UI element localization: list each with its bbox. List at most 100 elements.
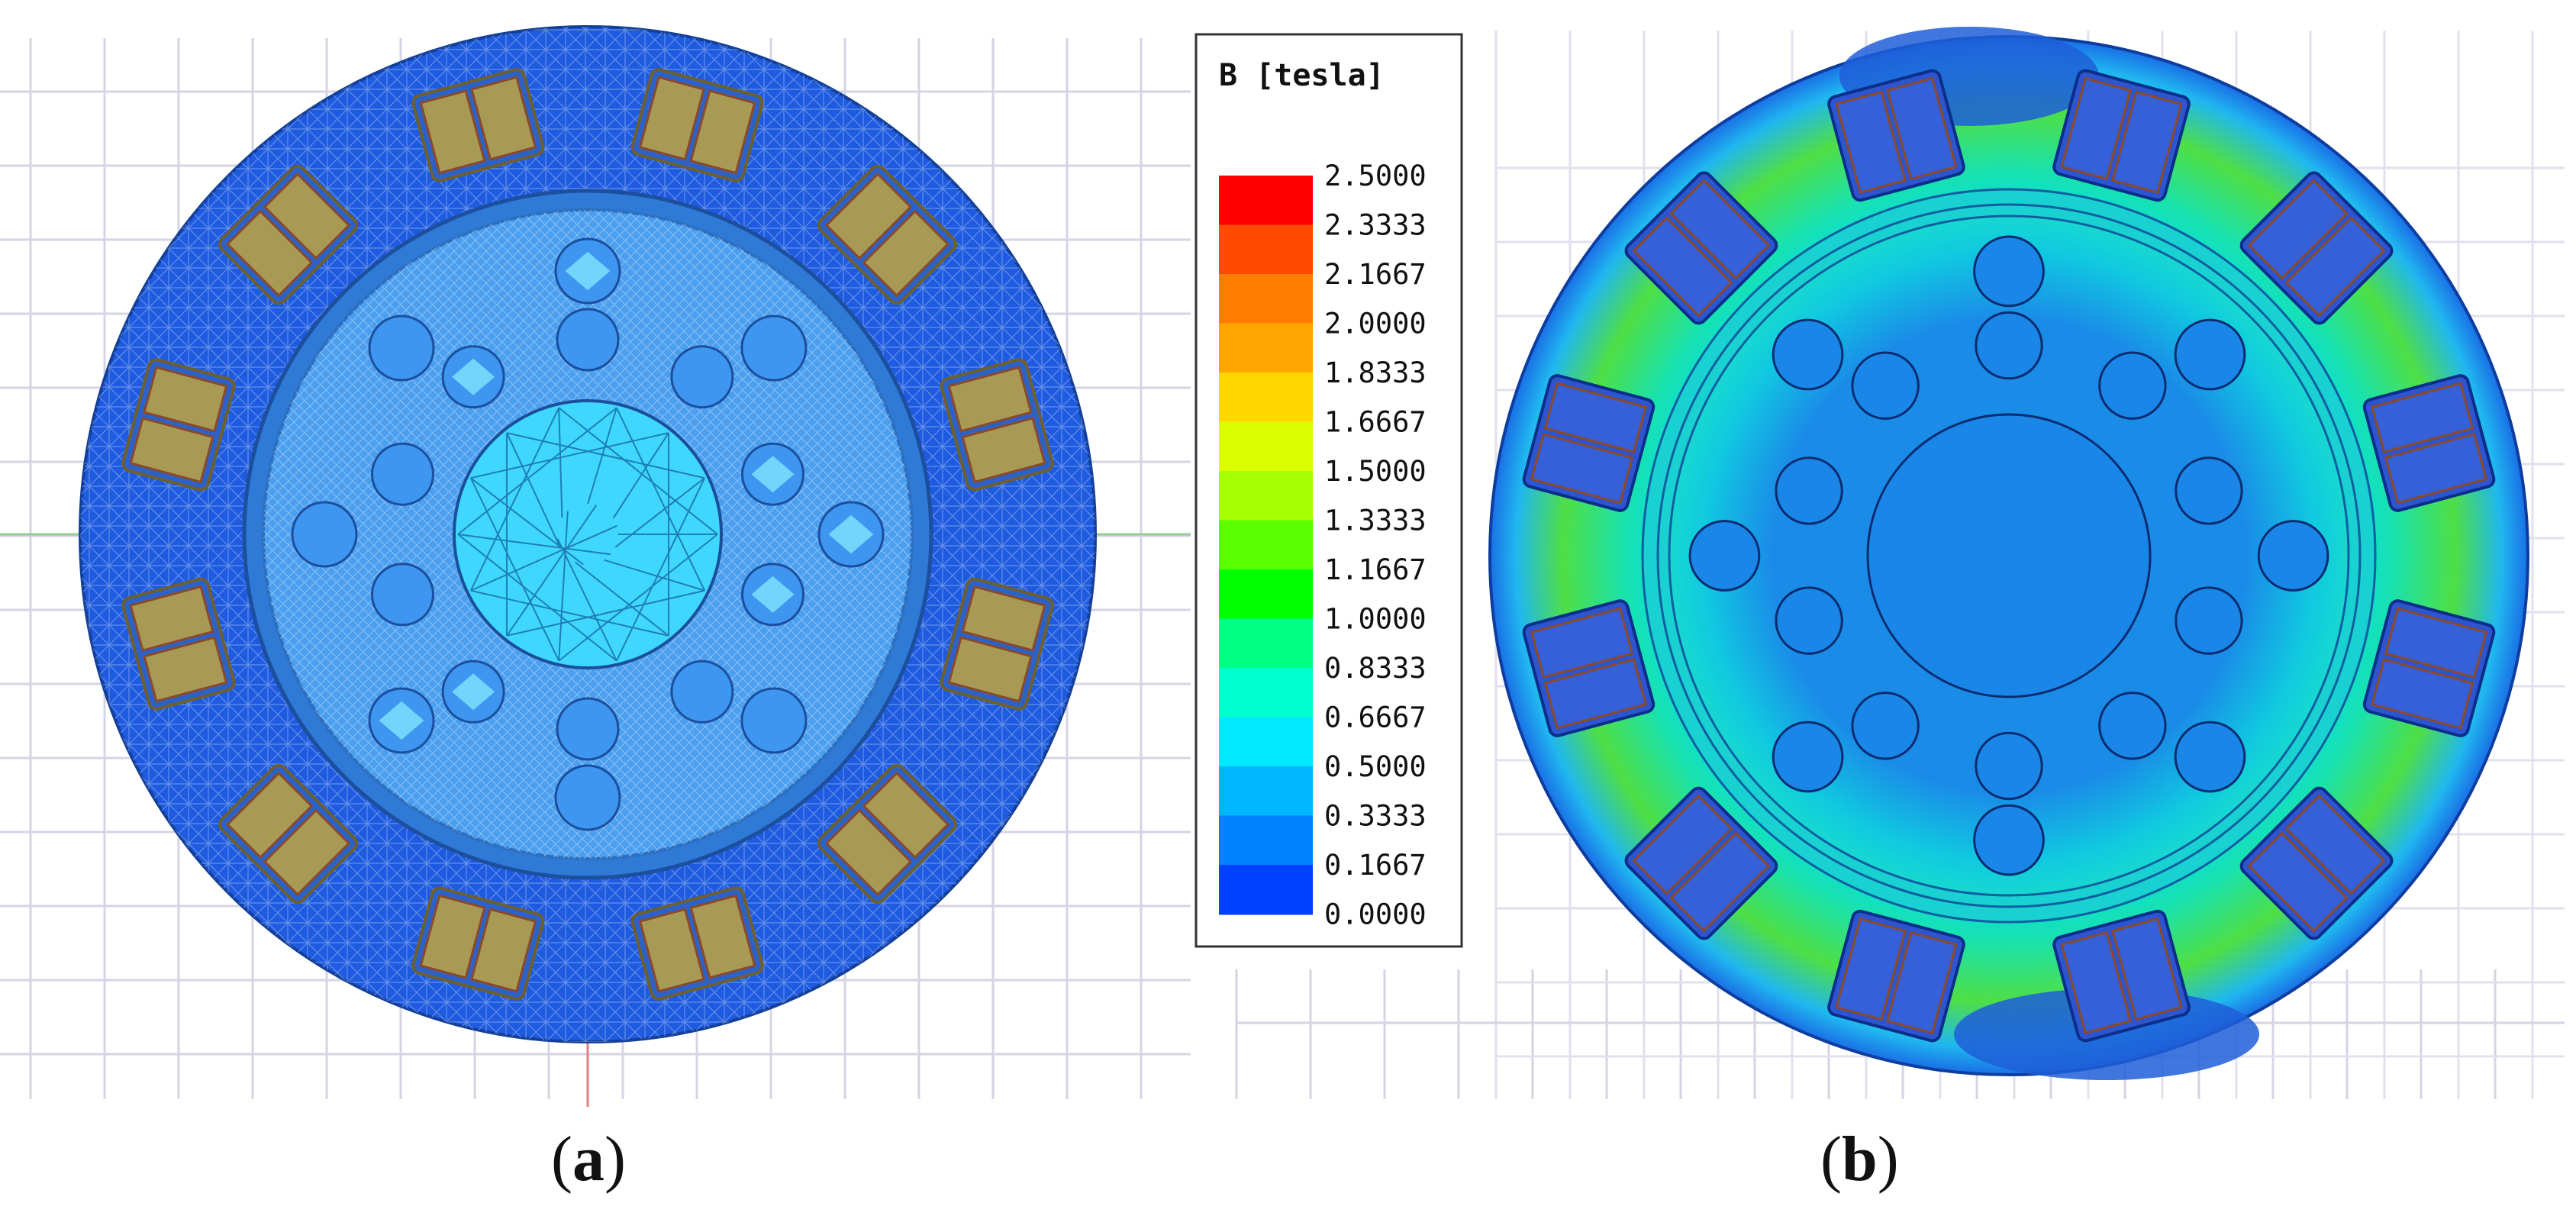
stator-slot <box>1827 909 1965 1043</box>
core-mesh-edge <box>604 559 705 592</box>
core-mesh-edge <box>470 432 669 479</box>
stator-slot <box>2052 909 2191 1043</box>
rotor-bar <box>1975 731 2043 801</box>
stator-slot <box>2052 69 2191 202</box>
colorbar-legend: B [tesla] 2.5000 2.3333 2.1667 2.0000 1.8333… <box>1195 33 1463 948</box>
coil-side <box>470 908 537 993</box>
legend-label: 0.1667 <box>1324 849 1427 882</box>
coil-side <box>2370 382 2474 453</box>
stator-slot <box>1624 171 1778 325</box>
bar-mesh-detail <box>379 701 424 740</box>
core-mesh-edge <box>506 589 705 637</box>
legend-label: 1.1667 <box>1324 553 1427 586</box>
rotor-bar <box>368 314 435 382</box>
rotor-bar <box>1975 311 2043 380</box>
stator-slot <box>630 68 764 182</box>
coil-side <box>1632 794 1733 895</box>
core-mesh-edge <box>469 477 560 662</box>
legend-swatch <box>1219 323 1313 373</box>
rotor-bar <box>1851 351 1920 420</box>
legend-label: 0.6667 <box>1324 701 1427 734</box>
coil-side <box>2384 607 2488 679</box>
core-mesh-edge <box>469 407 560 592</box>
legend-swatch <box>1219 224 1313 275</box>
stator-slot <box>121 358 236 492</box>
stator-slot <box>411 68 545 182</box>
bar-mesh-detail <box>565 251 611 291</box>
panel-a-mesh-view <box>79 25 1097 1043</box>
stator-slot <box>218 763 359 904</box>
stator-slot <box>2239 786 2394 940</box>
legend-label: 1.0000 <box>1324 603 1427 636</box>
legend-label: 0.3333 <box>1324 800 1427 833</box>
stator-slot <box>817 763 957 904</box>
rotor-bar <box>740 314 808 382</box>
stator-slot <box>1624 786 1778 940</box>
stator-slots-a <box>121 68 1054 1001</box>
coil-side <box>2060 76 2133 181</box>
core-mesh-edge <box>558 407 718 535</box>
core-mesh-edge <box>556 538 617 662</box>
slot-body <box>1624 171 1778 325</box>
stator-slot <box>411 886 545 1001</box>
rotor-bar <box>1775 586 1843 655</box>
coil-side <box>1669 831 1771 933</box>
rotor-bar <box>556 697 620 761</box>
coil-side <box>862 209 950 298</box>
rotor-bar <box>1851 692 1920 760</box>
core-mesh-edge <box>558 534 718 662</box>
rotor-bar <box>370 563 434 627</box>
coil-side <box>2284 216 2386 318</box>
stator-slot <box>1522 599 1656 737</box>
core-mesh-edge <box>558 511 569 661</box>
coil-side <box>1885 930 1958 1035</box>
legend-label: 2.1667 <box>1324 258 1427 291</box>
core-mesh-edge <box>506 432 561 547</box>
stator-slot <box>1827 69 1965 202</box>
legend-label: 0.0000 <box>1324 898 1427 931</box>
bar-mesh-detail <box>828 514 874 554</box>
rotor-bar <box>1973 235 2045 308</box>
legend-label: 2.5000 <box>1324 160 1427 192</box>
core-mesh-edge <box>457 407 617 535</box>
bar-mesh-detail <box>751 576 795 613</box>
caption-b-letter: b <box>1841 1124 1878 1195</box>
core-mesh-edge <box>506 505 598 637</box>
coil-side <box>419 894 486 979</box>
coil-side <box>2384 432 2488 505</box>
coil-side <box>1835 917 1907 1021</box>
legend-swatch <box>1219 471 1313 521</box>
shaft-mesh-a <box>457 407 718 662</box>
coil-side <box>225 771 314 859</box>
coil-side <box>638 76 705 161</box>
caption-a-close: ) <box>604 1124 626 1195</box>
legend-label: 1.3333 <box>1324 505 1427 537</box>
coil-side <box>947 636 1033 703</box>
rotor-bar <box>740 687 808 754</box>
legend-label: 1.6667 <box>1324 406 1427 439</box>
core-mesh-edge <box>615 407 706 592</box>
legend-swatch <box>1219 865 1313 915</box>
rotor-bar <box>554 764 621 831</box>
panel-b-field-view <box>1488 27 2529 1080</box>
rotor-bar <box>2175 586 2243 655</box>
rotor-bar <box>556 308 620 372</box>
coil-side <box>824 808 913 897</box>
coil-side <box>1885 76 1958 181</box>
core-mesh-edge <box>574 561 669 637</box>
stator-slot <box>630 886 764 1001</box>
coil-side <box>2284 794 2386 895</box>
coil-side <box>470 76 537 161</box>
legend-swatch <box>1219 668 1313 718</box>
coil-side <box>143 366 228 433</box>
rotor-bar <box>2257 520 2329 592</box>
legend-swatch <box>1219 176 1313 226</box>
rotor-bar <box>1772 721 1844 793</box>
bar-mesh-detail <box>452 358 495 395</box>
legend-label: 2.0000 <box>1324 308 1427 340</box>
core-mesh-edge <box>587 407 617 505</box>
rotor-bar <box>670 659 734 724</box>
stator-slot <box>940 577 1054 711</box>
coil-side <box>1669 179 1771 280</box>
